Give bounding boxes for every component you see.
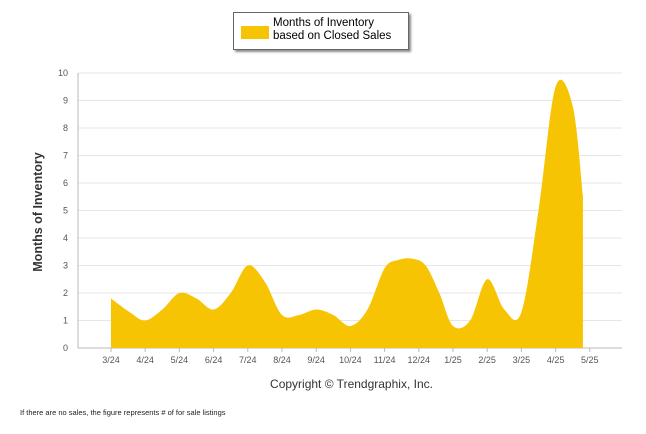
x-tick-label: 10/24 <box>339 355 362 365</box>
x-tick-label: 12/24 <box>408 355 431 365</box>
x-tick-label: 4/24 <box>136 355 154 365</box>
y-tick-label: 4 <box>63 233 68 243</box>
x-tick-label: 1/25 <box>444 355 462 365</box>
y-tick-label: 3 <box>63 261 68 271</box>
y-tick-label: 5 <box>63 206 68 216</box>
y-tick-label: 0 <box>63 343 68 353</box>
x-tick-label: 4/25 <box>547 355 565 365</box>
x-tick-label: 9/24 <box>307 355 325 365</box>
x-tick-label: 3/24 <box>102 355 120 365</box>
x-tick-label: 6/24 <box>205 355 223 365</box>
x-tick-label: 7/24 <box>239 355 257 365</box>
y-tick-label: 6 <box>63 178 68 188</box>
legend-swatch <box>241 26 269 39</box>
y-tick-label: 8 <box>63 123 68 133</box>
copyright-text: Copyright © Trendgraphix, Inc. <box>270 377 433 391</box>
x-tick-label: 5/25 <box>581 355 599 365</box>
x-tick-label: 5/24 <box>171 355 189 365</box>
footnote-text: If there are no sales, the figure repres… <box>20 408 226 417</box>
x-tick-label: 8/24 <box>273 355 291 365</box>
y-tick-label: 10 <box>58 68 68 78</box>
x-tick-label: 3/25 <box>513 355 531 365</box>
chart-legend: Months of Inventory based on Closed Sale… <box>233 12 409 50</box>
y-tick-label: 1 <box>63 316 68 326</box>
series-area <box>111 79 583 348</box>
x-tick-label: 2/25 <box>478 355 496 365</box>
y-tick-label: 7 <box>63 151 68 161</box>
legend-label: Months of Inventory based on Closed Sale… <box>273 17 392 42</box>
x-tick-label: 11/24 <box>374 355 396 365</box>
y-tick-label: 2 <box>63 288 68 298</box>
y-tick-label: 9 <box>63 96 68 106</box>
